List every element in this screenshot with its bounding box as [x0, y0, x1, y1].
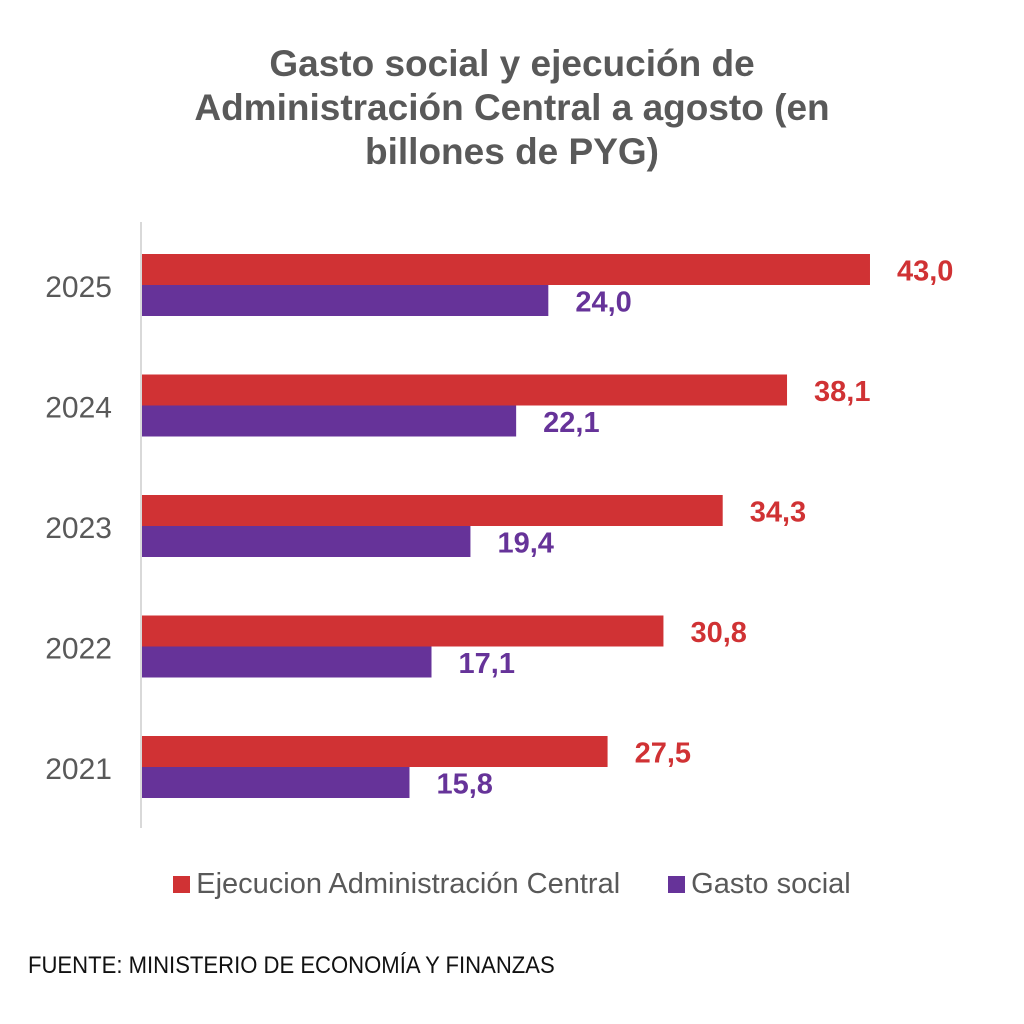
bar-ejecucion-2024: [142, 374, 788, 406]
bar-gasto-social-2022: [142, 646, 432, 678]
data-label-gasto-social-2023: 19,4: [497, 528, 553, 560]
chart-marks: 2025 43,0 24,0 2024 38,1 22,1 2023 34,3 19,4 2022…: [45, 254, 953, 801]
source-note: FUENTE: MINISTERIO DE ECONOMÍA Y FINANZA…: [28, 952, 555, 979]
data-label-gasto-social-2022: 17,1: [459, 648, 515, 680]
category-label-2023: 2023: [45, 512, 112, 545]
legend-swatch-purple: [668, 876, 686, 893]
chart-title-line: Administración Central a agosto (en: [194, 87, 830, 128]
bar-ejecucion-2023: [142, 495, 723, 526]
bar-gasto-social-2023: [142, 526, 471, 557]
bar-ejecucion-2022: [142, 615, 664, 647]
legend-swatch-red: [173, 876, 191, 893]
category-label-2025: 2025: [45, 271, 112, 304]
legend-label: Gasto social: [691, 868, 851, 900]
category-label-2021: 2021: [45, 753, 112, 786]
bar-gasto-social-2021: [142, 767, 410, 798]
data-label-ejecucion-2022: 30,8: [690, 617, 746, 649]
chart-title: Gasto social y ejecución de Administraci…: [0, 42, 1024, 174]
bar-gasto-social-2025: [142, 285, 549, 316]
bar-ejecucion-2021: [142, 736, 608, 767]
category-label-2022: 2022: [45, 633, 112, 666]
data-label-gasto-social-2021: 15,8: [436, 769, 492, 801]
chart-title-line: Gasto social y ejecución de: [269, 43, 755, 84]
data-label-gasto-social-2025: 24,0: [575, 287, 631, 319]
data-label-ejecucion-2024: 38,1: [814, 376, 870, 408]
category-label-2024: 2024: [45, 392, 112, 425]
data-label-gasto-social-2024: 22,1: [543, 407, 599, 439]
legend-label: Ejecucion Administración Central: [196, 868, 621, 900]
legend-item-gasto-social: Gasto social: [668, 868, 851, 901]
data-label-ejecucion-2025: 43,0: [897, 256, 953, 288]
data-label-ejecucion-2023: 34,3: [750, 497, 806, 529]
bar-ejecucion-2025: [142, 254, 870, 285]
chart-title-line: billones de PYG): [365, 131, 659, 172]
legend-item-ejecucion: Ejecucion Administración Central: [173, 868, 620, 901]
data-label-ejecucion-2021: 27,5: [635, 738, 691, 770]
bar-chart: 2025 43,0 24,0 2024 38,1 22,1 2023 34,3 19,4 2022…: [45, 222, 953, 828]
legend: Ejecucion Administración Central Gasto s…: [0, 868, 1024, 901]
bar-gasto-social-2024: [142, 405, 517, 437]
